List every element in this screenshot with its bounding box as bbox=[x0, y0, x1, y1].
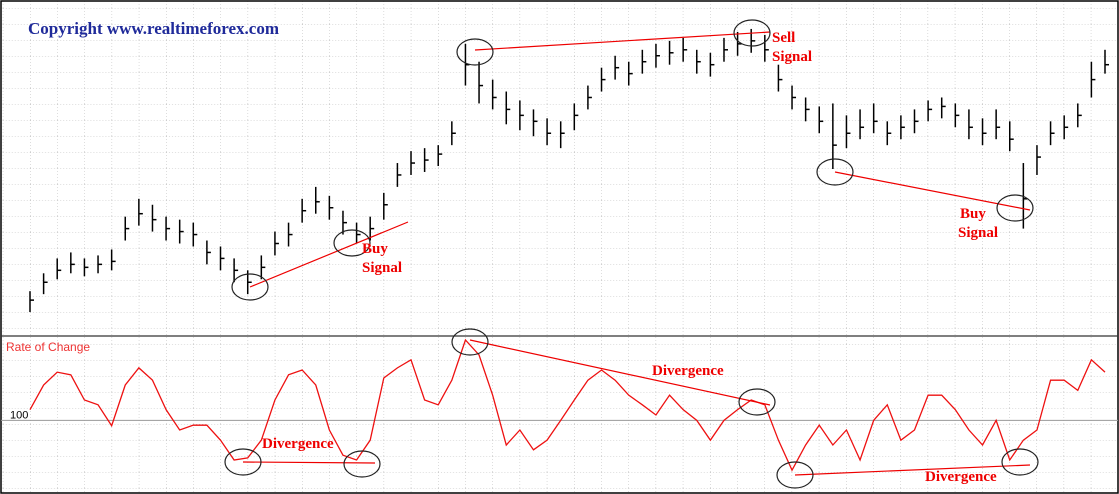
annotation: Divergence bbox=[262, 436, 334, 452]
trend-line bbox=[469, 339, 771, 406]
annotation-labels: Buy Signal Sell Signal Buy Signal Diverg… bbox=[262, 30, 998, 485]
annotation: Signal bbox=[772, 49, 812, 65]
circle bbox=[343, 450, 381, 478]
trend-line bbox=[249, 221, 409, 288]
marks: 100 bbox=[1, 28, 1118, 472]
circle bbox=[738, 388, 776, 416]
annotation: Buy bbox=[960, 206, 986, 222]
circle bbox=[1001, 448, 1039, 476]
circle bbox=[224, 448, 262, 476]
chart-title: Copyright www.realtimeforex.com bbox=[28, 19, 279, 38]
annotation: Signal bbox=[362, 260, 402, 276]
circle bbox=[733, 19, 771, 47]
annotation: Divergence bbox=[925, 469, 997, 485]
circle bbox=[231, 273, 269, 301]
annotation: Buy bbox=[362, 241, 388, 257]
circle bbox=[456, 38, 494, 66]
circle bbox=[816, 158, 854, 186]
trend-line bbox=[474, 31, 771, 51]
roc-line bbox=[29, 338, 1106, 472]
trend-line bbox=[794, 464, 1031, 476]
indicator-title: Rate of Change bbox=[6, 340, 90, 354]
annotation: Divergence bbox=[652, 363, 724, 379]
trend-line bbox=[242, 461, 376, 464]
circle bbox=[996, 194, 1034, 222]
circle bbox=[776, 461, 814, 489]
annotation: Signal bbox=[958, 225, 998, 241]
annotation-shapes bbox=[224, 19, 1039, 489]
circle bbox=[451, 328, 489, 356]
y-tick-label: 100 bbox=[10, 409, 28, 421]
annotation: Sell bbox=[772, 30, 795, 46]
circle bbox=[333, 229, 371, 257]
